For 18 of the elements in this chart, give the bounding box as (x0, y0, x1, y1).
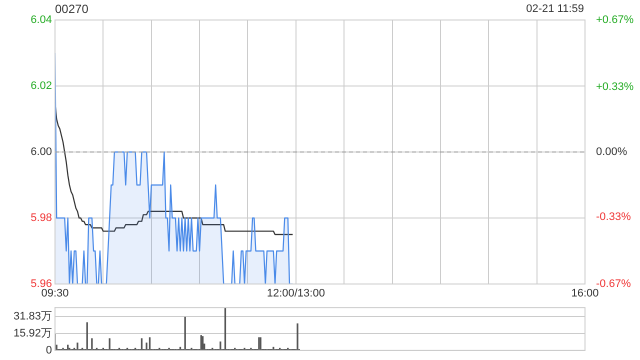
chart-title: 00270 (55, 2, 88, 16)
y-tick-label: 5.98 (30, 212, 52, 224)
x-tick-label: 09:30 (41, 288, 69, 300)
x-tick-label: 16:00 (571, 288, 599, 300)
y-tick-label: 6.00 (30, 146, 52, 158)
y-tick-label: 15.92万 (13, 327, 52, 340)
y2-tick-label: 0.00% (596, 146, 628, 158)
y-tick-label: 6.04 (30, 14, 52, 26)
y-tick-label: 31.83万 (13, 310, 52, 322)
chart-subtitle: 02-21 11:59 (526, 3, 584, 15)
y2-tick-label: -0.33% (596, 211, 632, 224)
y2-tick-label: -0.67% (596, 278, 632, 290)
y2-tick-label: +0.33% (596, 81, 634, 94)
y2-tick-label: +0.67% (596, 14, 634, 26)
y-tick-label: 6.02 (30, 80, 52, 92)
x-tick-label: 12:00/13:00 (266, 288, 325, 300)
y-tick-label: 0 (46, 344, 52, 356)
y-tick-label: 5.96 (30, 278, 52, 290)
